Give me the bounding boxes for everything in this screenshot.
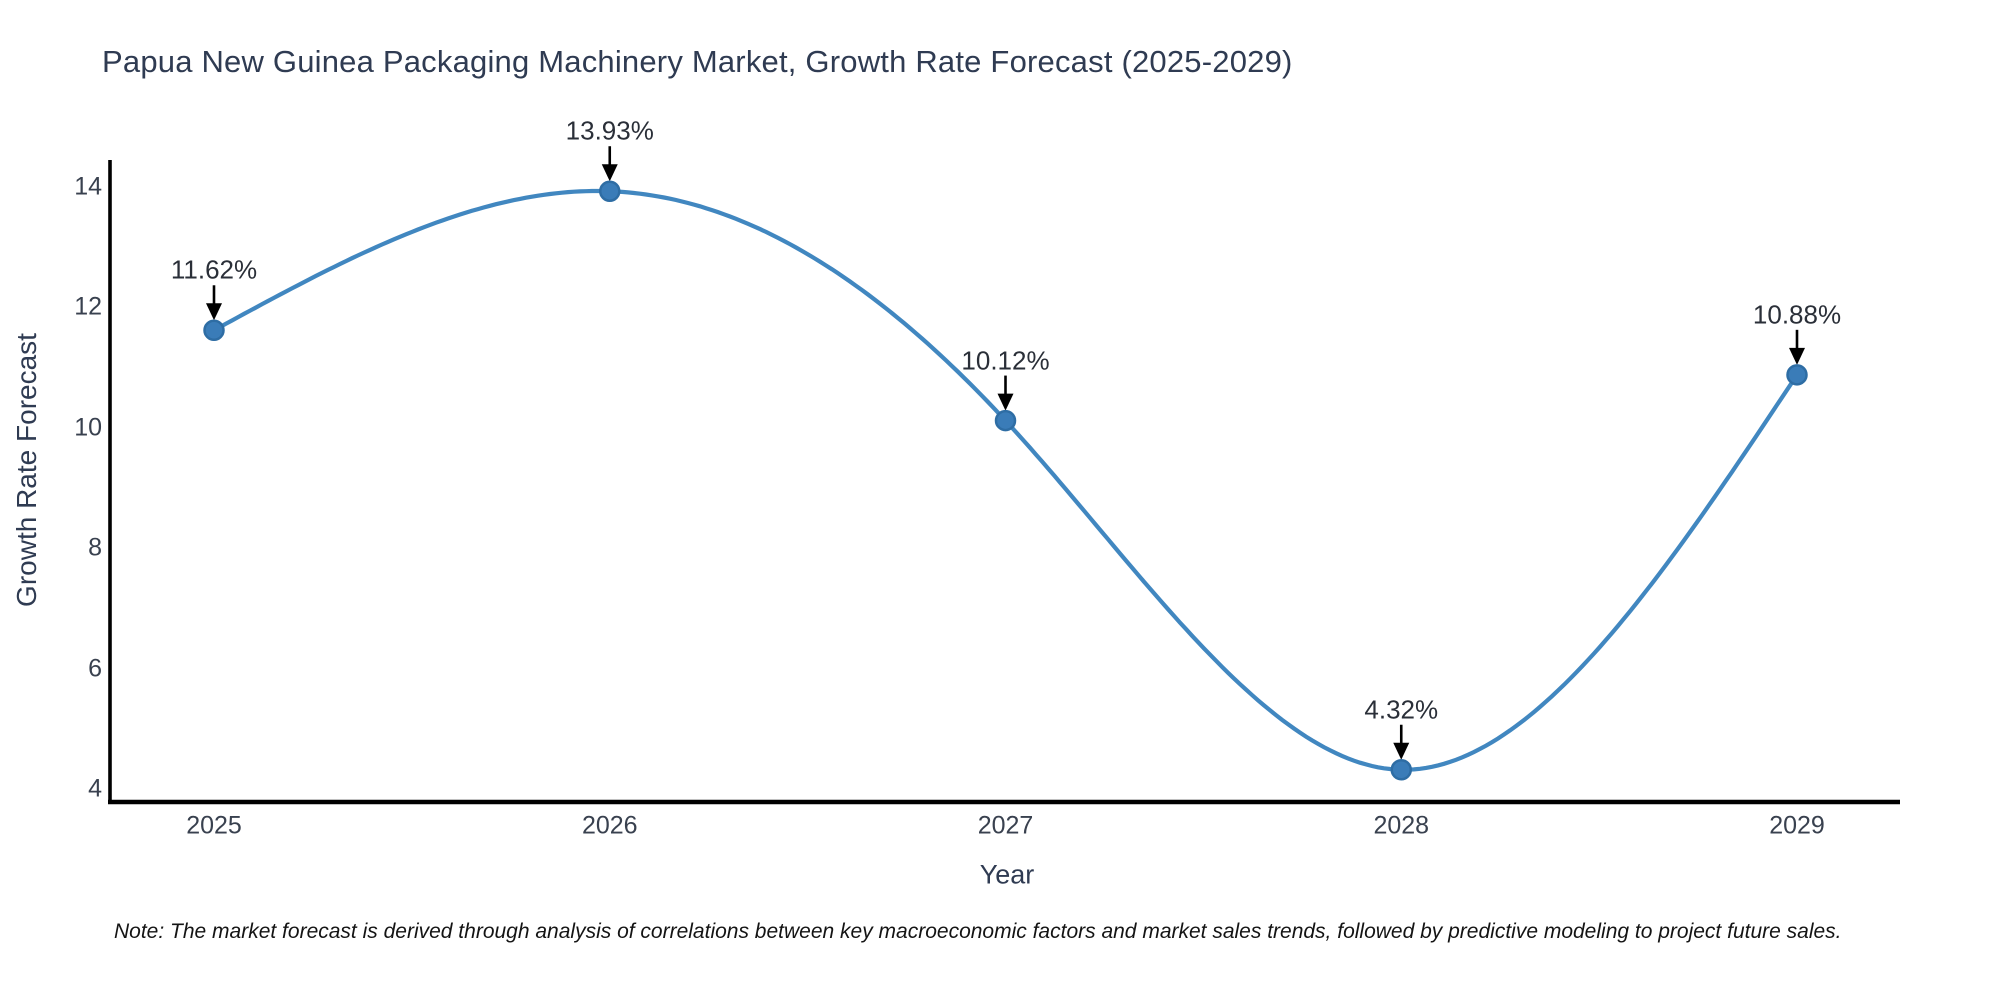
- y-tick-label: 10: [74, 413, 102, 442]
- data-point-marker: [203, 319, 225, 342]
- annotation-arrow-head: [206, 303, 222, 321]
- x-tick-label: 2028: [1373, 811, 1430, 840]
- data-point-marker: [994, 409, 1017, 432]
- y-axis-title: Growth Rate Forecast: [11, 333, 42, 607]
- chart-title: Papua New Guinea Packaging Machinery Mar…: [102, 44, 1293, 79]
- y-tick-label: 6: [88, 654, 102, 683]
- x-tick-label: 2025: [186, 811, 242, 840]
- footnote: Note: The market forecast is derived thr…: [114, 920, 1842, 943]
- data-point-label: 4.32%: [1364, 694, 1439, 725]
- data-point-marker: [1786, 364, 1808, 386]
- forecast-spline-line: [211, 188, 1800, 772]
- x-tick-label: 2026: [581, 811, 638, 840]
- y-tick-label: 4: [88, 774, 102, 803]
- y-tick-label: 14: [74, 172, 102, 201]
- annotation-arrow-head: [1393, 742, 1410, 760]
- y-tick-label: 12: [74, 292, 102, 321]
- x-tick-label: 2029: [1769, 811, 1825, 840]
- annotation-arrow-head: [601, 164, 618, 182]
- x-axis-title: Year: [979, 859, 1035, 890]
- annotation-arrow-head: [997, 393, 1014, 411]
- data-point-label: 10.12%: [961, 345, 1050, 376]
- data-point-label: 11.62%: [170, 254, 258, 285]
- y-tick-label: 8: [88, 533, 102, 562]
- data-point-label: 10.88%: [1752, 299, 1842, 330]
- data-point-marker: [1390, 758, 1412, 781]
- data-point-label: 13.93%: [565, 115, 654, 146]
- x-tick-label: 2027: [977, 811, 1034, 840]
- annotation-arrow-head: [1789, 347, 1805, 365]
- data-point-marker: [599, 180, 621, 202]
